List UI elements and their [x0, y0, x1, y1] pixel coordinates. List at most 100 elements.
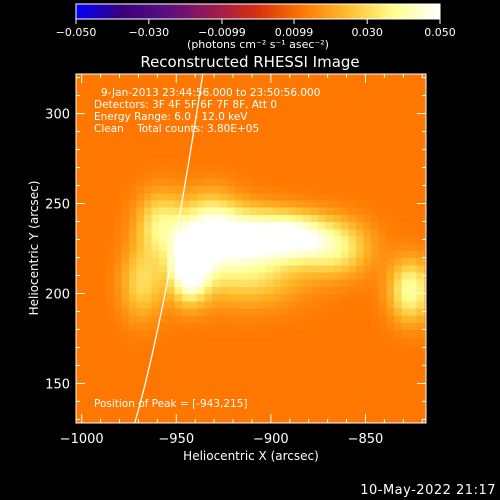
heatmap-pixel — [416, 279, 425, 287]
heatmap-pixel — [310, 221, 319, 230]
heatmap-pixel — [83, 315, 92, 323]
heatmap-pixel — [333, 394, 342, 403]
heatmap-pixel — [174, 91, 183, 100]
heatmap-pixel — [219, 279, 228, 287]
heatmap-pixel — [227, 135, 236, 143]
heatmap-pixel — [106, 214, 115, 223]
heatmap-pixel — [106, 243, 115, 251]
heatmap-pixel — [356, 243, 365, 251]
heatmap-pixel — [98, 221, 107, 230]
heatmap-pixel — [340, 84, 350, 93]
heatmap-pixel — [227, 185, 236, 194]
heatmap-pixel — [181, 199, 191, 208]
heatmap-pixel — [242, 221, 251, 230]
heatmap-pixel — [219, 257, 228, 266]
heatmap-pixel — [98, 408, 107, 417]
heatmap-pixel — [113, 365, 123, 374]
heatmap-pixel — [212, 300, 221, 309]
heatmap-pixel — [197, 156, 206, 165]
heatmap-pixel — [340, 250, 350, 259]
heatmap-pixel — [204, 372, 213, 381]
heatmap-pixel — [98, 336, 107, 345]
heatmap-pixel — [83, 192, 92, 201]
heatmap-pixel — [189, 171, 198, 179]
heatmap-pixel — [340, 336, 350, 345]
heatmap-pixel — [348, 221, 357, 230]
heatmap-pixel — [242, 351, 251, 359]
heatmap-pixel — [181, 408, 191, 417]
heatmap-pixel — [189, 271, 198, 280]
heatmap-pixel — [340, 192, 350, 201]
heatmap-pixel — [204, 127, 213, 136]
heatmap-pixel — [212, 315, 221, 323]
heatmap-pixel — [121, 199, 130, 208]
heatmap-pixel — [318, 415, 327, 423]
heatmap-pixel — [159, 315, 168, 323]
heatmap-pixel — [371, 394, 380, 403]
heatmap-pixel — [227, 387, 236, 395]
annotation-energy-range: Energy Range: 6.0 - 12.0 keV — [94, 111, 248, 123]
heatmap-pixel — [356, 271, 365, 280]
heatmap-pixel — [333, 257, 342, 266]
heatmap-pixel — [106, 99, 115, 107]
heatmap-pixel — [416, 74, 425, 79]
heatmap-pixel — [106, 336, 115, 345]
heatmap-pixel — [325, 77, 334, 86]
heatmap-pixel — [424, 84, 426, 93]
heatmap-pixel — [401, 379, 410, 388]
y-tick-label: 200 — [45, 287, 70, 302]
heatmap-pixel — [159, 74, 168, 79]
heatmap-pixel — [197, 408, 206, 417]
heatmap-pixel — [181, 250, 191, 259]
heatmap-pixel — [189, 250, 198, 259]
heatmap-pixel — [234, 127, 244, 136]
heatmap-pixel — [128, 394, 138, 403]
chart-title: Reconstructed RHESSI Image — [140, 53, 359, 71]
heatmap-pixel — [166, 171, 175, 179]
heatmap-pixel — [363, 271, 372, 280]
heatmap-pixel — [166, 387, 175, 395]
heatmap-pixel — [159, 91, 168, 100]
heatmap-pixel — [325, 235, 334, 244]
heatmap-pixel — [401, 192, 410, 201]
heatmap-pixel — [189, 214, 198, 223]
heatmap-pixel — [393, 106, 403, 115]
heatmap-pixel — [386, 120, 395, 129]
heatmap-pixel — [424, 106, 426, 115]
heatmap-pixel — [83, 250, 92, 259]
heatmap-pixel — [378, 415, 387, 423]
heatmap-pixel — [408, 372, 418, 381]
heatmap-pixel — [401, 207, 410, 215]
heatmap-pixel — [424, 286, 426, 295]
heatmap-pixel — [378, 207, 387, 215]
heatmap-pixel — [310, 315, 319, 323]
heatmap-pixel — [250, 127, 259, 136]
heatmap-pixel — [189, 329, 198, 338]
heatmap-pixel — [424, 264, 426, 273]
heatmap-pixel — [386, 207, 395, 215]
heatmap-pixel — [408, 156, 418, 165]
heatmap-pixel — [91, 106, 100, 115]
heatmap-pixel — [242, 315, 251, 323]
heatmap-pixel — [333, 142, 342, 151]
heatmap-pixel — [106, 207, 115, 215]
heatmap-pixel — [348, 77, 357, 86]
heatmap-pixel — [113, 401, 123, 410]
heatmap-pixel — [227, 408, 236, 417]
heatmap-pixel — [287, 415, 297, 423]
heatmap-pixel — [174, 207, 183, 215]
heatmap-pixel — [204, 401, 213, 410]
heatmap-pixel — [257, 178, 266, 187]
heatmap-pixel — [250, 135, 259, 143]
heatmap-pixel — [325, 171, 334, 179]
heatmap-pixel — [128, 171, 138, 179]
heatmap-pixel — [174, 178, 183, 187]
heatmap-pixel — [212, 401, 221, 410]
heatmap-pixel — [280, 293, 289, 302]
heatmap-pixel — [393, 408, 403, 417]
heatmap-pixel — [303, 264, 312, 273]
heatmap-pixel — [234, 185, 244, 194]
heatmap-pixel — [325, 365, 334, 374]
heatmap-pixel — [378, 379, 387, 388]
heatmap-pixel — [340, 329, 350, 338]
